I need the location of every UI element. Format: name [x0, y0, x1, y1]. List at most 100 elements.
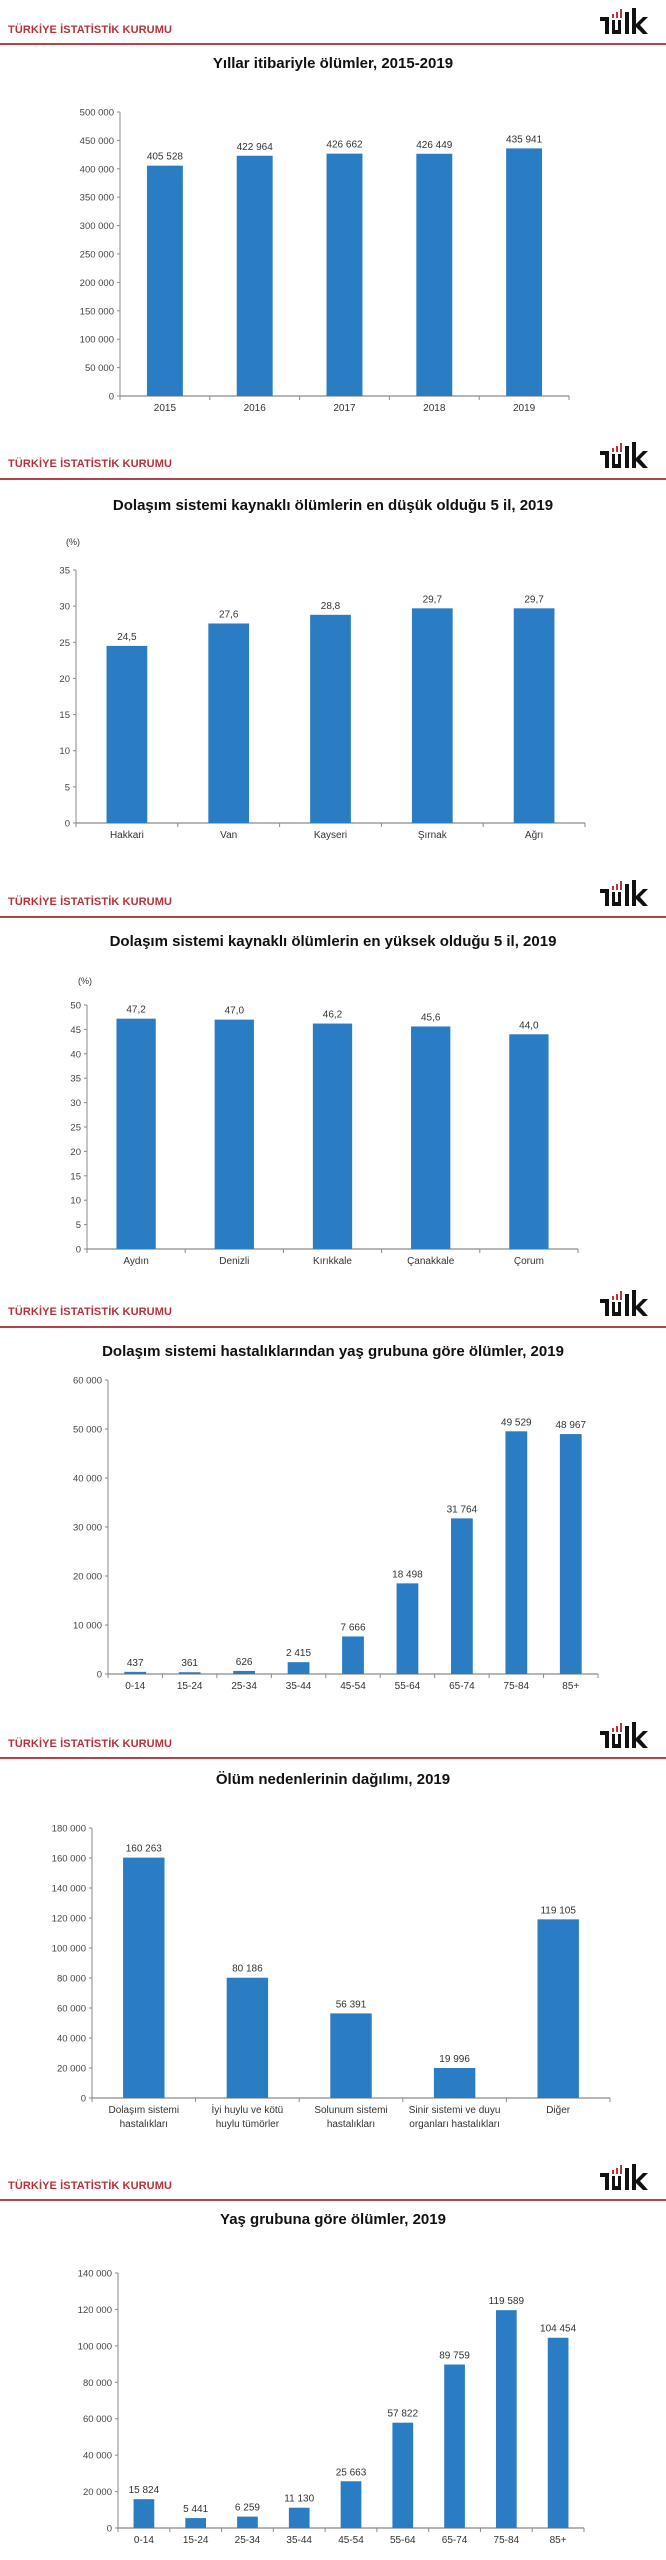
x-tick-label: Kırıkkale	[313, 1256, 352, 1267]
y-tick-label: 20 000	[57, 2064, 86, 2075]
y-tick-label: 25	[70, 1123, 81, 1134]
bar-chart: 0 5 10 15 20 25 30 35 24,5 Hakkari 27,6 Van 28,8 Kays…	[59, 566, 586, 841]
bar	[185, 2518, 207, 2528]
y-tick-label: 0	[107, 2524, 112, 2535]
data-label: 7 666	[340, 1622, 365, 1633]
data-label: 27,6	[219, 609, 239, 620]
tuik-logo-icon	[600, 1722, 648, 1748]
y-tick-label: 20	[59, 674, 70, 685]
y-tick-label: 120 000	[78, 2305, 112, 2316]
chart-title: Dolaşım sistemi kaynaklı ölümlerin en dü…	[112, 497, 554, 514]
y-tick-label: 45	[70, 1025, 81, 1036]
org-name: TÜRKİYE İSTATİSTİK KURUMU	[8, 24, 173, 36]
x-tick-label: 85+	[550, 2535, 567, 2546]
y-tick-label: 450 000	[80, 136, 114, 147]
y-tick-label: 25	[59, 638, 70, 649]
bar	[433, 2068, 476, 2098]
data-label: 160 263	[126, 1844, 163, 1855]
bar	[312, 1023, 353, 1249]
bar	[233, 1670, 255, 1674]
y-tick-label: 40	[70, 1049, 81, 1060]
x-tick-label: Denizli	[219, 1256, 249, 1267]
header-divider	[0, 478, 666, 480]
chart-panel-yearly-deaths: TÜRKİYE İSTATİSTİK KURUMU Yıllar itibari…	[0, 0, 666, 420]
y-tick-label: 35	[59, 566, 70, 577]
x-tick-label: 45-54	[340, 1681, 366, 1692]
bar	[236, 155, 273, 396]
tuik-logo-icon	[600, 880, 648, 906]
bar	[396, 1583, 419, 1674]
x-tick-label: 65-74	[442, 2535, 468, 2546]
x-tick-label: 85+	[562, 1681, 579, 1692]
bar	[411, 1026, 451, 1249]
bar-chart: 0 20 000 40 000 60 000 80 000 100 000 120 000 1…	[52, 1824, 611, 2130]
x-tick-label: 35-44	[286, 1681, 312, 1692]
chart-title: Yaş grubuna göre ölümler, 2019	[220, 2211, 446, 2228]
data-label: 29,7	[524, 594, 544, 605]
x-tick-label: 2015	[154, 403, 177, 414]
y-tick-label: 10 000	[73, 1621, 102, 1632]
x-tick-label: 15-24	[177, 1681, 203, 1692]
tuik-logo-icon	[600, 8, 648, 34]
data-label: 15 824	[129, 2485, 160, 2496]
x-tick-label: Kayseri	[314, 830, 347, 841]
tuik-logo-icon	[600, 1290, 648, 1316]
bar	[416, 153, 453, 396]
bar	[237, 2516, 258, 2528]
bar	[506, 148, 543, 396]
header-divider	[0, 2199, 666, 2201]
x-tick-label: Sinir sistemi ve duyu organları hastalıkl…	[409, 2105, 501, 2130]
data-label: 56 391	[336, 1999, 367, 2010]
x-tick-label: 0-14	[134, 2535, 154, 2546]
y-tick-label: 0	[109, 392, 114, 403]
x-tick-label: Solunum sistemi hastalıkları	[314, 2105, 387, 2130]
data-label: 47,0	[225, 1006, 245, 1017]
y-tick-label: 100 000	[78, 2341, 112, 2352]
bar	[559, 1434, 582, 1674]
chart-panel-causes-of-death: TÜRKİYE İSTATİSTİK KURUMU Ölüm nedenleri…	[0, 1700, 666, 2130]
bar	[116, 1018, 156, 1249]
bar	[537, 1919, 579, 2098]
bar-chart: 0 5 10 15 20 25 30 35 40 45 50 47,2 Aydın 47,0 Denizli…	[70, 1001, 579, 1267]
data-label: 435 941	[506, 134, 543, 145]
data-label: 119 105	[540, 1905, 576, 1916]
chart-panel-lowest-provinces: TÜRKİYE İSTATİSTİK KURUMU Dolaşım sistem…	[0, 420, 666, 860]
bar	[451, 1518, 473, 1674]
tuik-logo	[598, 1720, 650, 1750]
data-label: 426 662	[326, 140, 363, 151]
bar	[106, 645, 148, 823]
data-label: 422 964	[237, 142, 274, 153]
bar	[340, 2481, 362, 2528]
bar	[310, 614, 351, 823]
bar	[330, 2013, 372, 2098]
y-tick-label: 50	[70, 1001, 81, 1012]
x-tick-label: 15-24	[183, 2535, 209, 2546]
data-label: 31 764	[447, 1504, 478, 1515]
y-tick-label: 60 000	[83, 2414, 112, 2425]
x-tick-label: 55-64	[390, 2535, 416, 2546]
y-tick-label: 0	[97, 1670, 102, 1681]
data-label: 89 759	[439, 2351, 470, 2362]
header-divider	[0, 1326, 666, 1328]
bar	[124, 1671, 147, 1674]
y-tick-label: 150 000	[80, 306, 114, 317]
x-tick-label: 35-44	[286, 2535, 312, 2546]
y-tick-label: 40 000	[73, 1474, 102, 1485]
bar	[509, 1034, 549, 1249]
data-label: 426 449	[416, 140, 453, 151]
org-name: TÜRKİYE İSTATİSTİK KURUMU	[8, 896, 173, 908]
x-tick-label: 25-34	[235, 2535, 261, 2546]
y-tick-label: 20	[70, 1147, 81, 1158]
x-tick-label: 65-74	[449, 1681, 475, 1692]
bar	[287, 1662, 310, 1674]
x-tick-label: İyi huylu ve kötü huylu tümörler	[212, 2103, 284, 2130]
tuik-logo	[598, 6, 650, 36]
org-name: TÜRKİYE İSTATİSTİK KURUMU	[8, 1306, 173, 1318]
y-axis-unit: (%)	[66, 537, 80, 547]
x-tick-label: 2017	[333, 403, 356, 414]
y-tick-label: 20 000	[83, 2487, 112, 2498]
tuik-logo	[598, 440, 650, 470]
y-tick-label: 10	[59, 746, 70, 757]
bar	[411, 608, 453, 823]
data-label: 45,6	[421, 1012, 441, 1023]
